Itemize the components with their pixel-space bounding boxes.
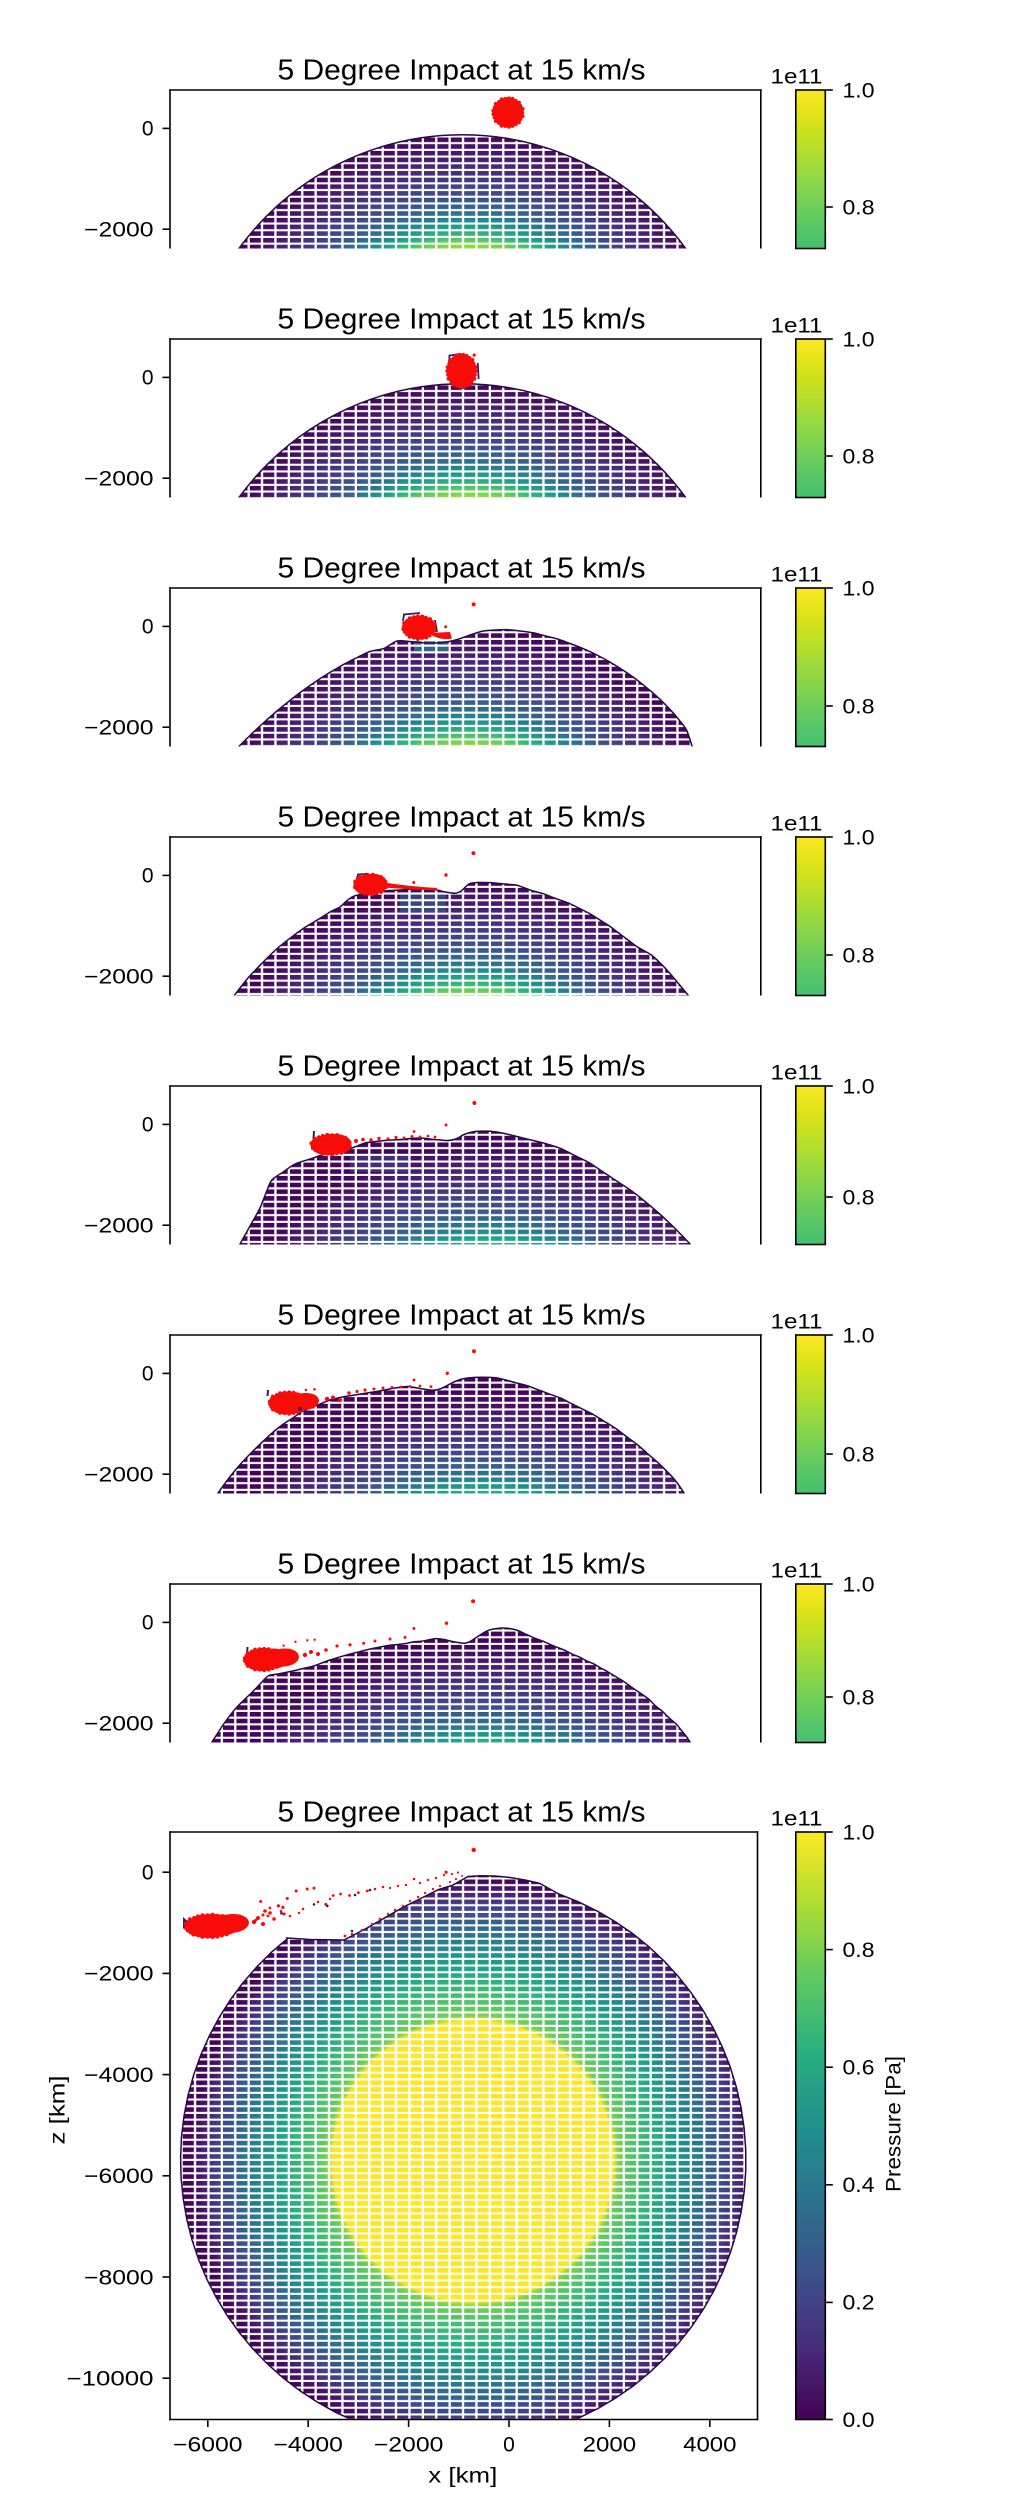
svg-text:1.0: 1.0 <box>843 577 875 600</box>
svg-text:0.8: 0.8 <box>843 1443 875 1466</box>
svg-text:−10000: −10000 <box>67 2368 154 2391</box>
svg-text:1.0: 1.0 <box>843 79 875 102</box>
svg-text:−2000: −2000 <box>84 966 154 989</box>
svg-text:0: 0 <box>503 2434 515 2457</box>
svg-text:0: 0 <box>142 118 154 141</box>
svg-text:−2000: −2000 <box>84 219 154 242</box>
svg-text:0.8: 0.8 <box>843 944 875 967</box>
svg-text:−2000: −2000 <box>84 1464 154 1487</box>
svg-text:0: 0 <box>142 1862 154 1885</box>
svg-text:5 Degree Impact at 15 km/s: 5 Degree Impact at 15 km/s <box>278 1300 646 1332</box>
svg-text:5 Degree Impact at 15 km/s: 5 Degree Impact at 15 km/s <box>278 802 646 834</box>
svg-text:1e11: 1e11 <box>771 315 823 338</box>
svg-text:0.6: 0.6 <box>843 2057 875 2080</box>
svg-text:1.0: 1.0 <box>843 1075 875 1098</box>
svg-text:0.4: 0.4 <box>843 2174 875 2197</box>
svg-text:0.8: 0.8 <box>843 695 875 718</box>
svg-text:5 Degree Impact at 15 km/s: 5 Degree Impact at 15 km/s <box>278 1051 646 1083</box>
svg-text:0.8: 0.8 <box>843 445 875 468</box>
svg-text:−2000: −2000 <box>84 1713 154 1736</box>
svg-text:−2000: −2000 <box>84 468 154 491</box>
svg-text:1e11: 1e11 <box>771 1311 823 1334</box>
svg-text:5 Degree Impact at 15 km/s: 5 Degree Impact at 15 km/s <box>278 553 646 585</box>
svg-text:0: 0 <box>142 616 154 639</box>
svg-text:0.0: 0.0 <box>843 2409 875 2432</box>
svg-text:0.2: 0.2 <box>843 2292 875 2315</box>
svg-text:1.0: 1.0 <box>843 328 875 351</box>
svg-text:1.0: 1.0 <box>843 1821 875 1844</box>
svg-text:−6000: −6000 <box>84 2165 154 2188</box>
svg-text:−4000: −4000 <box>84 2064 154 2087</box>
svg-text:−2000: −2000 <box>374 2434 444 2457</box>
svg-text:0: 0 <box>142 865 154 888</box>
svg-text:−2000: −2000 <box>84 717 154 740</box>
svg-text:1.0: 1.0 <box>843 1573 875 1596</box>
svg-text:1e11: 1e11 <box>771 1808 823 1831</box>
svg-text:1e11: 1e11 <box>771 813 823 836</box>
svg-text:0.8: 0.8 <box>843 1939 875 1962</box>
svg-text:1.0: 1.0 <box>843 1324 875 1347</box>
svg-text:0.8: 0.8 <box>843 1186 875 1209</box>
svg-text:−4000: −4000 <box>273 2434 343 2457</box>
svg-text:1e11: 1e11 <box>771 564 823 587</box>
svg-text:5 Degree Impact at 15 km/s: 5 Degree Impact at 15 km/s <box>278 1549 646 1581</box>
svg-text:−8000: −8000 <box>84 2266 154 2289</box>
svg-text:1e11: 1e11 <box>771 66 823 89</box>
svg-text:0: 0 <box>142 1612 154 1635</box>
svg-text:Pressure [Pa]: Pressure [Pa] <box>882 2056 906 2192</box>
svg-text:1e11: 1e11 <box>771 1062 823 1085</box>
svg-text:z [km]: z [km] <box>46 2076 70 2145</box>
svg-text:2000: 2000 <box>583 2434 636 2457</box>
svg-text:1e11: 1e11 <box>771 1560 823 1583</box>
svg-text:x [km]: x [km] <box>428 2464 497 2488</box>
svg-text:4000: 4000 <box>683 2434 736 2457</box>
svg-text:−2000: −2000 <box>84 1215 154 1238</box>
svg-text:0.8: 0.8 <box>843 196 875 219</box>
svg-text:0: 0 <box>142 1363 154 1386</box>
svg-text:5 Degree Impact at 15 km/s: 5 Degree Impact at 15 km/s <box>278 304 646 336</box>
svg-text:1.0: 1.0 <box>843 826 875 849</box>
svg-text:5 Degree Impact at 15 km/s: 5 Degree Impact at 15 km/s <box>278 55 646 87</box>
svg-text:0: 0 <box>142 1114 154 1137</box>
svg-text:−2000: −2000 <box>84 1963 154 1986</box>
svg-text:0: 0 <box>142 367 154 390</box>
svg-text:0.8: 0.8 <box>843 1686 875 1709</box>
svg-text:5 Degree Impact at 15 km/s: 5 Degree Impact at 15 km/s <box>278 1797 646 1829</box>
svg-text:−6000: −6000 <box>173 2434 243 2457</box>
